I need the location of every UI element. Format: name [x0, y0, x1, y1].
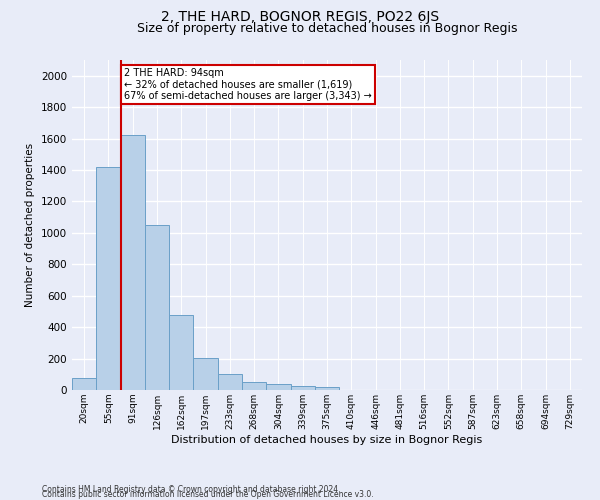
Bar: [72, 378, 96, 390]
X-axis label: Distribution of detached houses by size in Bognor Regis: Distribution of detached houses by size …: [172, 434, 482, 444]
Bar: [145, 225, 169, 390]
Text: Contains public sector information licensed under the Open Government Licence v3: Contains public sector information licen…: [42, 490, 374, 499]
Bar: [218, 374, 242, 390]
Bar: [121, 136, 145, 390]
Bar: [266, 384, 290, 390]
Title: Size of property relative to detached houses in Bognor Regis: Size of property relative to detached ho…: [137, 22, 517, 35]
Bar: [290, 386, 315, 390]
Text: 2 THE HARD: 94sqm
← 32% of detached houses are smaller (1,619)
67% of semi-detac: 2 THE HARD: 94sqm ← 32% of detached hous…: [124, 68, 372, 101]
Bar: [96, 167, 121, 390]
Text: 2, THE HARD, BOGNOR REGIS, PO22 6JS: 2, THE HARD, BOGNOR REGIS, PO22 6JS: [161, 10, 439, 24]
Bar: [315, 387, 339, 390]
Y-axis label: Number of detached properties: Number of detached properties: [25, 143, 35, 307]
Text: Contains HM Land Registry data © Crown copyright and database right 2024.: Contains HM Land Registry data © Crown c…: [42, 484, 341, 494]
Bar: [193, 358, 218, 390]
Bar: [242, 382, 266, 390]
Bar: [169, 314, 193, 390]
